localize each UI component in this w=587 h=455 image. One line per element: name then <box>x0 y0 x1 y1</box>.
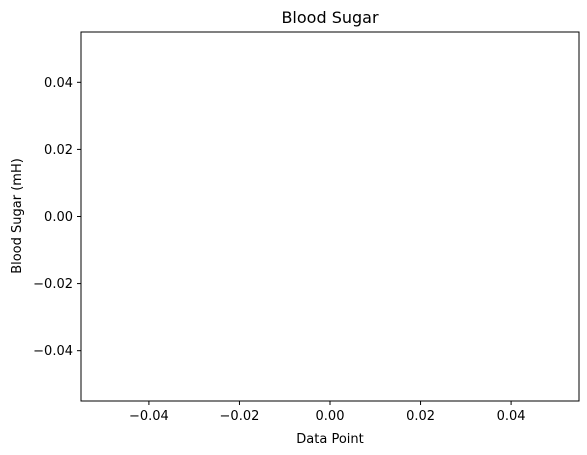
y-tick-label: 0.04 <box>44 76 73 91</box>
y-tick-label: 0.00 <box>44 210 73 225</box>
y-axis-label: Blood Sugar (mH) <box>10 158 25 274</box>
y-axis: −0.04 −0.02 0.00 0.02 0.04 <box>33 76 81 359</box>
x-tick-label: 0.00 <box>316 409 345 424</box>
x-axis-label: Data Point <box>296 432 363 447</box>
y-tick-label: −0.02 <box>33 277 73 292</box>
x-tick-label: 0.04 <box>497 409 526 424</box>
chart-title: Blood Sugar <box>281 8 379 27</box>
plot-area <box>80 31 580 402</box>
x-axis: −0.04 −0.02 0.00 0.02 0.04 <box>129 401 526 424</box>
y-tick-label: 0.02 <box>44 143 73 158</box>
x-tick-label: −0.02 <box>220 409 260 424</box>
y-tick-label: −0.04 <box>33 344 73 359</box>
x-tick-label: 0.02 <box>406 409 435 424</box>
x-tick-label: −0.04 <box>129 409 169 424</box>
